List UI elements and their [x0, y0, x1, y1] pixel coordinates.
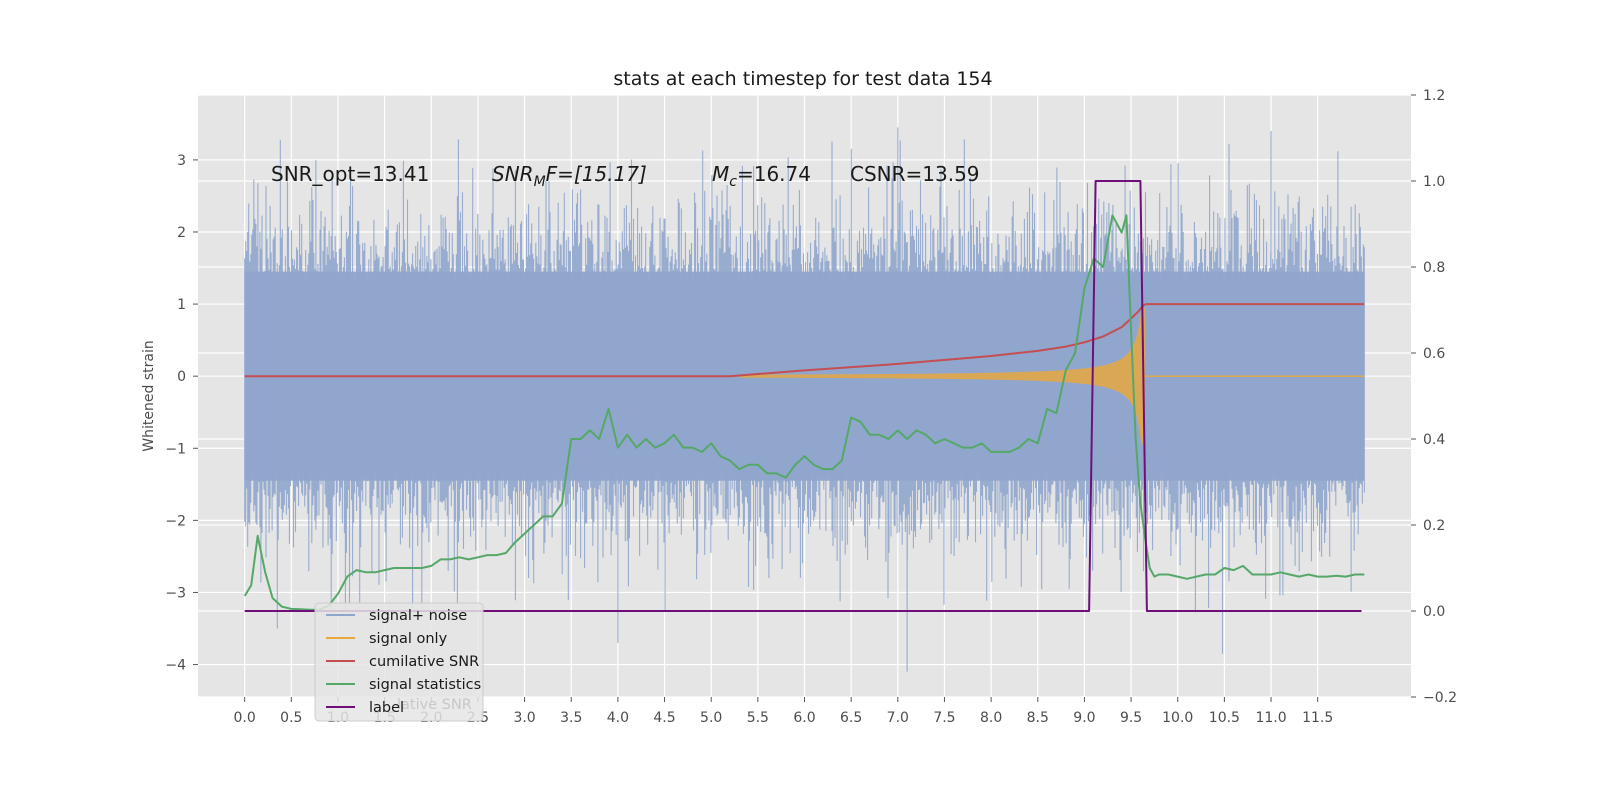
x-tick-label: 5.5 [747, 710, 769, 726]
annotation-snr-mf: SNRMF=[15.17] [492, 162, 647, 190]
series-signal-only [739, 307, 1365, 445]
y2-tick-label: 0.6 [1423, 346, 1445, 362]
legend: lative SNR signal+ noise signal only cum… [314, 602, 484, 722]
legend-label-label: label [369, 700, 404, 716]
legend-box [314, 602, 484, 722]
annotations: SNR_opt=13.41 SNRMF=[15.17] Mc=16.74 CSN… [271, 162, 980, 190]
legend-label-cumulative-snr: cumilative SNR [369, 654, 479, 670]
annotation-snr-opt: SNR_opt=13.41 [271, 162, 429, 186]
y-tick-label: −4 [165, 658, 186, 674]
x-tick-label: 7.5 [933, 710, 955, 726]
y-tick-label: 1 [177, 297, 186, 313]
y-tick-label: 3 [177, 153, 186, 169]
x-tick-label: 11.0 [1255, 710, 1286, 726]
legend-label-signal-statistics: signal statistics [369, 677, 481, 693]
chart-title: stats at each timestep for test data 154 [613, 68, 992, 90]
legend-ghost-text: lative SNR [397, 697, 472, 713]
x-tick-label: 3.5 [560, 710, 582, 726]
x-tick-label: 10.0 [1162, 710, 1193, 726]
y-tick-label: −2 [165, 513, 186, 529]
signal-statistics-line [243, 214, 1365, 611]
x-tick-label: 8.0 [980, 710, 1002, 726]
legend-label-signal-noise: signal+ noise [369, 608, 467, 624]
y-tick-label: −3 [165, 585, 186, 601]
y-tick-label: 0 [177, 369, 186, 385]
x-tick-label: 6.5 [840, 710, 862, 726]
x-tick-label: 9.0 [1073, 710, 1095, 726]
label-line [244, 180, 1362, 612]
x-tick-label: 7.0 [887, 710, 909, 726]
x-tick-label: 4.0 [607, 710, 629, 726]
x-tick-label: 8.5 [1027, 710, 1049, 726]
x-tick-label: 10.5 [1209, 710, 1240, 726]
y-axis-label: Whitened strain [141, 340, 157, 451]
x-tick-label: 4.5 [653, 710, 675, 726]
x-tick-label: 6.0 [793, 710, 815, 726]
series-lines [243, 180, 1365, 612]
x-tick-label: 0.0 [234, 710, 256, 726]
y2-tick-label: 0.8 [1423, 260, 1445, 276]
annotation-mc: Mc=16.74 [712, 162, 811, 190]
noise-spikes [244, 127, 1365, 672]
x-tick-label: 5.0 [700, 710, 722, 726]
legend-label-signal-only: signal only [369, 631, 448, 647]
y2-tick-label: 0.2 [1423, 518, 1445, 534]
y2-tick-label: 1.2 [1423, 88, 1445, 104]
x-tick-label: 0.5 [280, 710, 302, 726]
y-tick-label: −1 [165, 441, 186, 457]
annotation-csnr: CSNR=13.59 [850, 162, 980, 186]
y2-tick-label: 0.0 [1423, 604, 1445, 620]
y2-tick-label: 1.0 [1423, 174, 1445, 190]
x-tick-label: 11.5 [1302, 710, 1333, 726]
x-tick-label: 3.0 [513, 710, 535, 726]
y2-tick-label: 0.4 [1423, 432, 1445, 448]
y2-tick-label: −0.2 [1423, 690, 1457, 706]
x-tick-label: 9.5 [1120, 710, 1142, 726]
y-tick-label: 2 [177, 225, 186, 241]
signal-only-envelope [739, 307, 1146, 445]
